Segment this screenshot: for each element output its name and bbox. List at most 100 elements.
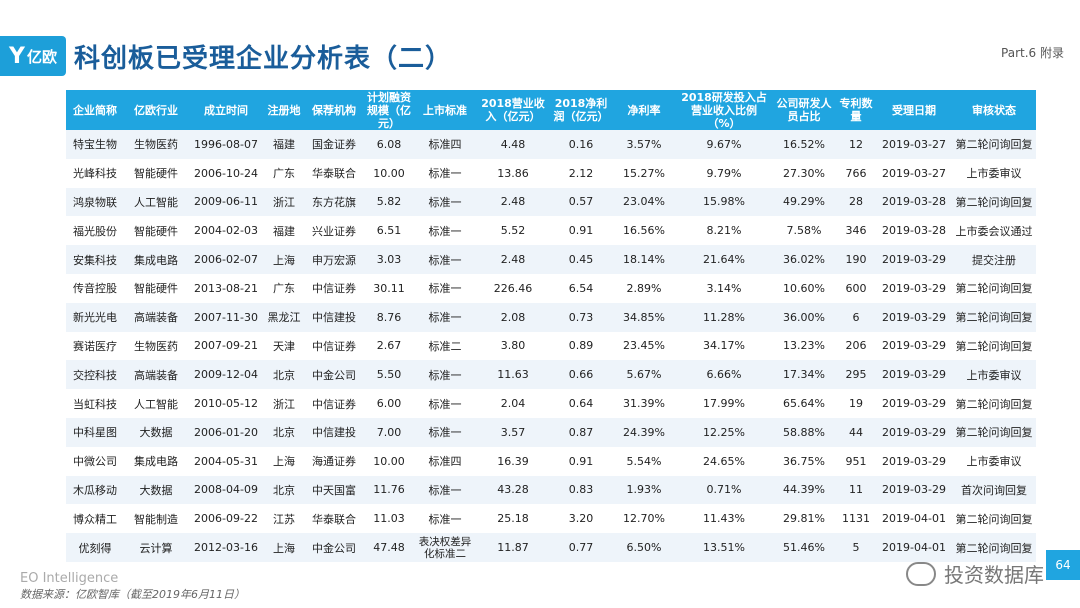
table-cell: 福光股份 [66,216,124,246]
table-cell: 标准一 [414,360,476,390]
table-cell: 0.71% [676,475,772,505]
table-row: 传音控股 智能硬件 2013-08-21 广东 中信证券 30.11 标准一 226.46 6.… [66,273,1036,303]
table-cell: 44 [836,417,876,447]
table-cell: 优刻得 [66,533,124,562]
table-cell: 华泰联合 [304,158,364,188]
table-cell: 第二轮问询回复 [952,302,1036,332]
table-cell: 2004-02-03 [188,216,264,246]
data-source: 数据来源：亿欧智库（截至2019年6月11日） [20,588,245,601]
table-cell: 0.45 [550,245,612,274]
table-cell: 国金证券 [304,130,364,159]
table-cell: 2.67 [364,331,414,361]
table-cell: 海通证券 [304,446,364,476]
table-row: 鸿泉物联 人工智能 2009-06-11 浙江 东方花旗 5.82 标准一 2.48 0.57 2… [66,187,1036,217]
table-cell: 766 [836,158,876,188]
table-cell: 0.89 [550,331,612,361]
table-cell: 18.14% [612,245,676,274]
table-cell: 2009-12-04 [188,360,264,390]
table-cell: 2006-10-24 [188,158,264,188]
table-cell: 11.63 [476,360,550,390]
table-cell: 6.51 [364,216,414,246]
table-cell: 12.25% [676,417,772,447]
table-cell: 申万宏源 [304,245,364,274]
table-cell: 5.67% [612,360,676,390]
table-cell: 11.28% [676,302,772,332]
table-cell: 0.16 [550,130,612,159]
table-cell: 2.08 [476,302,550,332]
column-header: 2018营业收入（亿元） [476,90,550,130]
table-row: 当虹科技 人工智能 2010-05-12 浙江 中信证券 6.00 标准一 2.04 0.64 3… [66,389,1036,418]
table-cell: 安集科技 [66,245,124,274]
table-cell: 11.03 [364,504,414,534]
table-cell: 0.73 [550,302,612,332]
column-header: 公司研发人员占比 [772,90,836,130]
table-cell: 标准一 [414,302,476,332]
table-cell: 中信证券 [304,331,364,361]
table-cell: 中微公司 [66,446,124,476]
column-header: 亿欧行业 [124,90,188,130]
column-header: 2018研发投入占营业收入比例（%） [676,90,772,130]
company-table: 企业简称 亿欧行业 成立时间 注册地 保荐机构 计划融资规模（亿元） 上市标准 2018营业收… [66,90,1036,562]
table-cell: 8.21% [676,216,772,246]
table-cell: 4.48 [476,130,550,159]
table-cell: 中天国富 [304,475,364,505]
table-cell: 15.98% [676,187,772,217]
table-cell: 0.66 [550,360,612,390]
table-cell: 65.64% [772,389,836,418]
table-cell: 中信建投 [304,417,364,447]
table-cell: 上海 [264,533,304,562]
column-header: 成立时间 [188,90,264,130]
table-cell: 云计算 [124,533,188,562]
table-cell: 2019-03-29 [876,475,952,505]
table-cell: 标准四 [414,130,476,159]
page-number: 64 [1046,550,1080,580]
table-cell: 6.50% [612,533,676,562]
table-cell: 8.76 [364,302,414,332]
table-cell: 34.85% [612,302,676,332]
table-cell: 24.39% [612,417,676,447]
table-cell: 2019-03-29 [876,417,952,447]
table-cell: 10.60% [772,273,836,303]
table-cell: 中科星图 [66,417,124,447]
table-cell: 6.00 [364,389,414,418]
table-cell: 2.89% [612,273,676,303]
column-header: 注册地 [264,90,304,130]
watermark-text: 投资数据库 [944,563,1044,587]
table-cell: 1996-08-07 [188,130,264,159]
table-cell: 大数据 [124,475,188,505]
table-cell: 0.57 [550,187,612,217]
logo-icon: Y [9,43,25,69]
table-cell: 智能制造 [124,504,188,534]
table-cell: 1.93% [612,475,676,505]
column-header: 企业简称 [66,90,124,130]
table-cell: 2.04 [476,389,550,418]
table-cell: 2.48 [476,245,550,274]
table-cell: 2007-09-21 [188,331,264,361]
table-cell: 天津 [264,331,304,361]
table-cell: 21.64% [676,245,772,274]
table-cell: 3.03 [364,245,414,274]
table-cell: 295 [836,360,876,390]
table-cell: 47.48 [364,533,414,562]
table-cell: 2006-02-07 [188,245,264,274]
table-cell: 2.48 [476,187,550,217]
table-cell: 6.66% [676,360,772,390]
table-cell: 2019-03-29 [876,273,952,303]
table-cell: 3.57% [612,130,676,159]
company-logo: Y 亿欧 [0,36,66,76]
table-cell: 交控科技 [66,360,124,390]
table-cell: 标准一 [414,187,476,217]
table-cell: 0.77 [550,533,612,562]
table-cell: 5.52 [476,216,550,246]
table-cell: 标准二 [414,331,476,361]
table-row: 木瓜移动 大数据 2008-04-09 北京 中天国富 11.76 标准一 43.28 0.83… [66,475,1036,505]
table-cell: 鸿泉物联 [66,187,124,217]
table-cell: 2019-03-27 [876,158,952,188]
table-cell: 智能硬件 [124,273,188,303]
table-cell: 5.54% [612,446,676,476]
table-cell: 兴业证券 [304,216,364,246]
table-cell: 3.14% [676,273,772,303]
table-cell: 标准一 [414,417,476,447]
table-cell: 2012-03-16 [188,533,264,562]
wechat-icon [906,561,936,586]
